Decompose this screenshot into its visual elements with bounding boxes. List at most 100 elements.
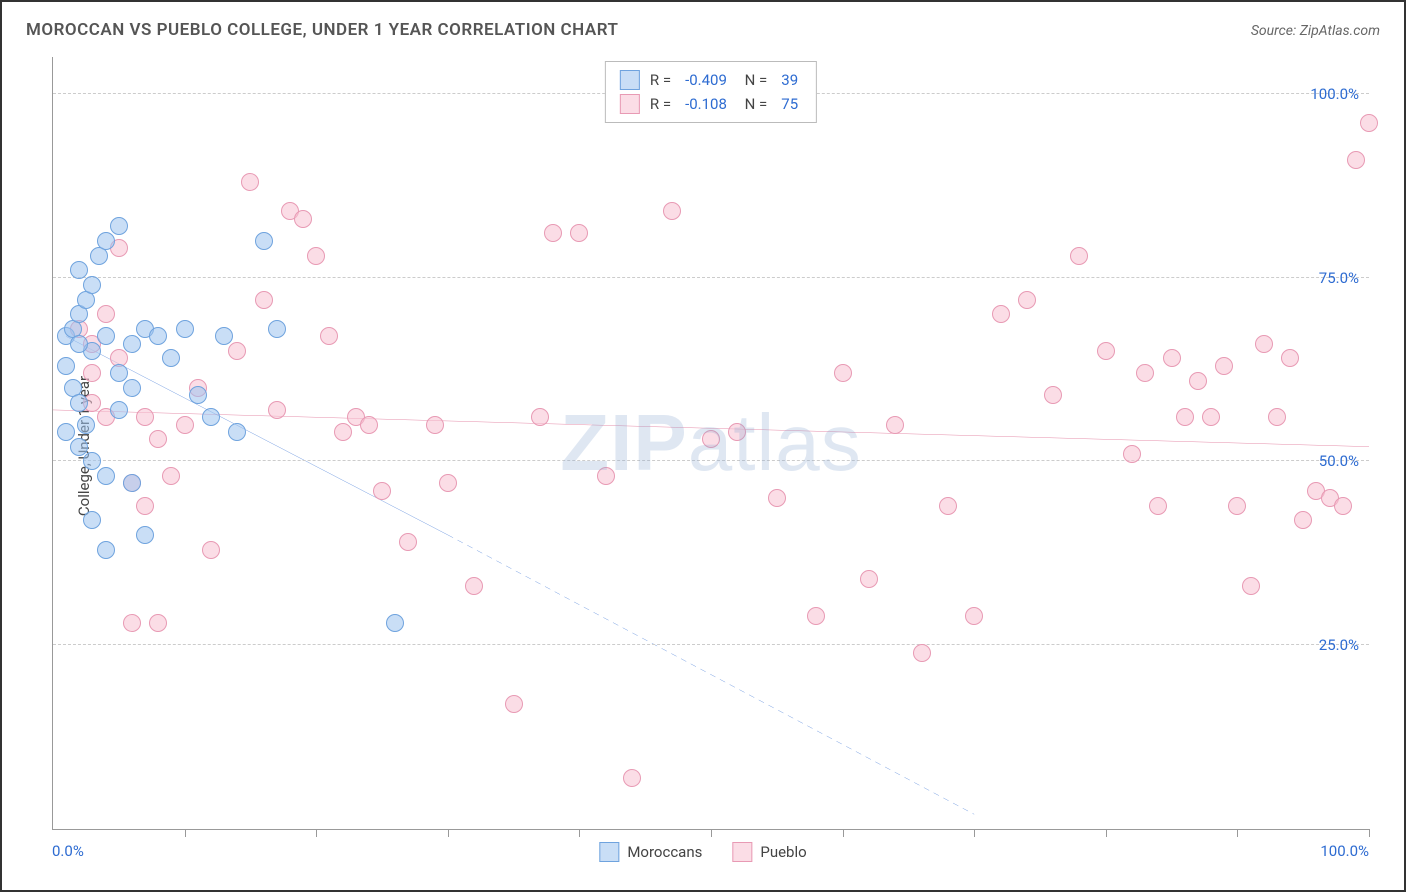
data-point (268, 401, 286, 419)
r-value-pueblo: -0.108 (685, 95, 727, 113)
series-legend: Moroccans Pueblo (599, 842, 806, 862)
data-point (1202, 408, 1220, 426)
data-point (1360, 114, 1378, 132)
data-point (965, 607, 983, 625)
data-point (202, 408, 220, 426)
data-point (57, 357, 75, 375)
plot-area: ZIPatlas R = -0.409 N = 39 R = -0.108 N … (52, 57, 1369, 830)
data-point (136, 497, 154, 515)
data-point (913, 644, 931, 662)
data-point (255, 291, 273, 309)
data-point (189, 386, 207, 404)
data-point (162, 349, 180, 367)
data-point (531, 408, 549, 426)
data-point (136, 526, 154, 544)
data-point (439, 474, 457, 492)
data-point (320, 327, 338, 345)
swatch-pueblo-icon (620, 94, 640, 114)
data-point (70, 394, 88, 412)
y-tick-label: 100.0% (1310, 85, 1359, 103)
r-value-moroccans: -0.409 (685, 71, 727, 89)
legend-label-moroccans: Moroccans (627, 843, 702, 861)
data-point (807, 607, 825, 625)
data-point (228, 342, 246, 360)
x-tick (1369, 829, 1370, 837)
data-point (83, 276, 101, 294)
data-point (426, 416, 444, 434)
n-label: N = (741, 71, 767, 89)
data-point (1242, 577, 1260, 595)
data-point (1255, 335, 1273, 353)
data-point (1044, 386, 1062, 404)
data-point (728, 423, 746, 441)
legend-row-pueblo: R = -0.108 N = 75 (620, 92, 802, 116)
x-tick (448, 829, 449, 837)
data-point (386, 614, 404, 632)
x-tick (579, 829, 580, 837)
trend-line (448, 535, 974, 814)
data-point (1123, 445, 1141, 463)
legend-row-moroccans: R = -0.409 N = 39 (620, 68, 802, 92)
n-label: N = (741, 95, 767, 113)
data-point (1281, 349, 1299, 367)
data-point (77, 416, 95, 434)
data-point (110, 401, 128, 419)
data-point (768, 489, 786, 507)
data-point (1097, 342, 1115, 360)
data-point (268, 320, 286, 338)
source-label: Source: ZipAtlas.com (1251, 23, 1380, 39)
data-point (149, 430, 167, 448)
data-point (294, 210, 312, 228)
data-point (228, 423, 246, 441)
data-point (110, 364, 128, 382)
x-tick (711, 829, 712, 837)
x-tick (185, 829, 186, 837)
data-point (255, 232, 273, 250)
x-tick (974, 829, 975, 837)
data-point (939, 497, 957, 515)
x-tick (843, 829, 844, 837)
data-point (1136, 364, 1154, 382)
x-tick (1237, 829, 1238, 837)
data-point (83, 364, 101, 382)
data-point (1163, 349, 1181, 367)
data-point (992, 305, 1010, 323)
legend-label-pueblo: Pueblo (760, 843, 806, 861)
data-point (1149, 497, 1167, 515)
data-point (1018, 291, 1036, 309)
data-point (70, 438, 88, 456)
x-axis-min-label: 0.0% (52, 842, 84, 860)
data-point (97, 467, 115, 485)
data-point (202, 541, 220, 559)
gridline (53, 460, 1369, 461)
data-point (1228, 497, 1246, 515)
chart-container: MOROCCAN VS PUEBLO COLLEGE, UNDER 1 YEAR… (0, 0, 1406, 892)
x-tick (316, 829, 317, 837)
data-point (465, 577, 483, 595)
data-point (663, 202, 681, 220)
data-point (1215, 357, 1233, 375)
legend-item-moroccans: Moroccans (599, 842, 702, 862)
r-label: R = (650, 95, 671, 113)
x-tick (1106, 829, 1107, 837)
chart-title: MOROCCAN VS PUEBLO COLLEGE, UNDER 1 YEAR… (26, 20, 618, 40)
data-point (97, 305, 115, 323)
data-point (97, 327, 115, 345)
data-point (83, 452, 101, 470)
data-point (136, 408, 154, 426)
data-point (334, 423, 352, 441)
data-point (57, 423, 75, 441)
data-point (623, 769, 641, 787)
gridline (53, 277, 1369, 278)
data-point (149, 614, 167, 632)
r-label: R = (650, 71, 671, 89)
data-point (834, 364, 852, 382)
data-point (149, 327, 167, 345)
data-point (176, 320, 194, 338)
data-point (360, 416, 378, 434)
correlation-legend: R = -0.409 N = 39 R = -0.108 N = 75 (605, 61, 817, 123)
data-point (886, 416, 904, 434)
y-tick-label: 25.0% (1319, 636, 1359, 654)
data-point (597, 467, 615, 485)
data-point (70, 261, 88, 279)
